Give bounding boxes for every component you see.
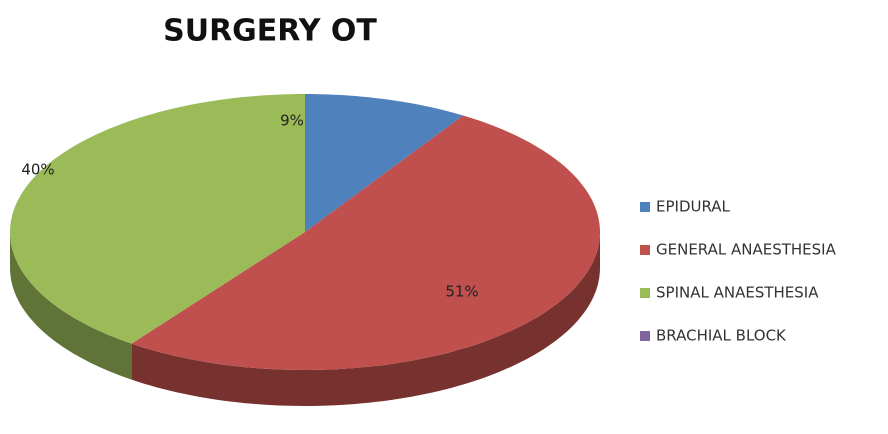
data-label: 40%: [21, 161, 54, 179]
legend-label: BRACHIAL BLOCK: [656, 327, 787, 345]
slice: [305, 94, 464, 232]
legend-label: GENERAL ANAESTHESIA: [656, 241, 837, 259]
chart-title: SURGERY OT: [163, 14, 377, 49]
legend-swatch: [640, 331, 650, 341]
slice: [131, 115, 600, 370]
legend-swatch: [640, 288, 650, 298]
legend-label: EPIDURAL: [656, 198, 731, 216]
data-label: 9%: [280, 112, 304, 130]
slice-side: [131, 232, 600, 406]
legend-label: SPINAL ANAESTHESIA: [656, 284, 819, 302]
slice: [10, 94, 305, 344]
legend-swatch: [640, 202, 650, 212]
slice-side: [10, 232, 132, 380]
legend-swatch: [640, 245, 650, 255]
data-label: 51%: [445, 283, 478, 301]
